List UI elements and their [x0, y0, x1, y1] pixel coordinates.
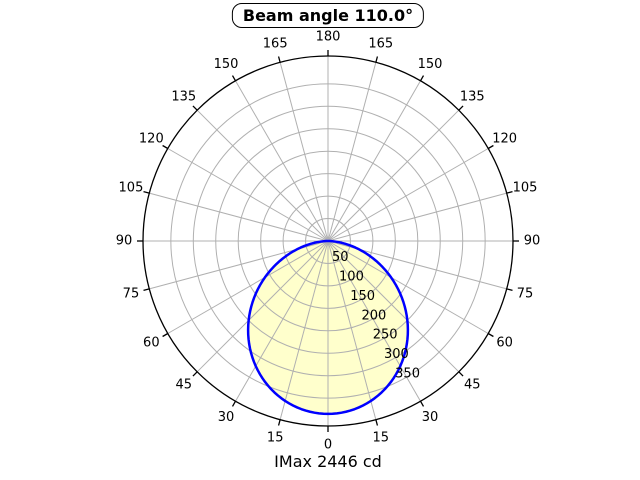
angle-tick — [192, 371, 198, 377]
angle-tick-label: 30 — [218, 410, 235, 425]
angle-tick — [231, 400, 237, 407]
angle-tick — [487, 332, 494, 338]
angle-tick-label: 180 — [316, 30, 341, 45]
r-tick-label: 350 — [395, 367, 420, 382]
grid-spoke — [279, 62, 329, 242]
grid-spoke — [196, 240, 329, 373]
grid-spoke — [149, 192, 329, 242]
grid-spoke — [167, 148, 329, 242]
angle-tick-label: 15 — [373, 431, 390, 446]
r-tick-label: 150 — [350, 289, 375, 304]
angle-tick — [143, 288, 150, 292]
angle-tick — [162, 144, 169, 150]
grid-spoke — [327, 192, 507, 242]
angle-tick-label: 165 — [263, 36, 288, 51]
angle-tick-label: 60 — [143, 336, 160, 351]
grid-spoke — [235, 240, 329, 402]
angle-tick — [419, 400, 425, 407]
angle-tick — [375, 419, 379, 426]
grid-spoke — [327, 240, 489, 334]
angle-tick-label: 45 — [464, 378, 481, 393]
angle-tick — [231, 75, 237, 82]
angle-tick — [458, 371, 464, 377]
angle-tick-label: 150 — [418, 57, 443, 72]
grid-spoke — [327, 80, 421, 242]
angle-tick-label: 90 — [524, 234, 541, 249]
grid-spoke — [327, 240, 377, 420]
angle-tick-label: 45 — [175, 378, 192, 393]
angle-tick — [192, 105, 198, 111]
angle-tick-label: 105 — [119, 181, 144, 196]
angle-tick-label: 165 — [368, 36, 393, 51]
angle-tick — [277, 419, 281, 426]
angle-tick — [487, 144, 494, 150]
angle-tick-label: 105 — [513, 181, 538, 196]
grid-spoke — [279, 240, 329, 420]
grid-spoke — [327, 240, 421, 402]
angle-tick-label: 0 — [324, 438, 332, 453]
grid-spoke — [327, 109, 460, 242]
angle-tick — [375, 56, 379, 63]
angle-tick-label: 150 — [214, 57, 239, 72]
beam-curve — [246, 239, 410, 416]
angle-tick — [506, 190, 513, 194]
grid-spoke — [327, 148, 489, 242]
angle-tick-label: 75 — [517, 286, 534, 301]
angle-tick-label: 120 — [492, 132, 517, 147]
r-tick-label: 100 — [339, 269, 364, 284]
angle-tick — [277, 56, 281, 63]
angle-tick-label: 120 — [139, 132, 164, 147]
r-tick-label: 300 — [384, 347, 409, 362]
angle-tick — [458, 105, 464, 111]
r-tick-label: 200 — [361, 308, 386, 323]
grid-spoke — [327, 240, 460, 373]
grid-spoke — [196, 109, 329, 242]
angle-tick-label: 90 — [116, 234, 133, 249]
grid-spoke — [167, 240, 329, 334]
grid-spoke — [327, 62, 377, 242]
grid-spoke — [235, 80, 329, 242]
chart-title: Beam angle 110.0° — [231, 3, 425, 28]
angle-tick — [162, 332, 169, 338]
angle-tick-label: 30 — [422, 410, 439, 425]
r-tick-label: 250 — [373, 328, 398, 343]
angle-tick-label: 135 — [460, 89, 485, 104]
r-tick-label: 50 — [332, 250, 349, 265]
angle-tick-label: 60 — [496, 336, 513, 351]
angle-tick — [506, 288, 513, 292]
angle-tick — [419, 75, 425, 82]
angle-tick-label: 135 — [171, 89, 196, 104]
angle-tick-label: 15 — [267, 431, 284, 446]
angle-tick-label: 75 — [123, 286, 140, 301]
angle-tick — [143, 190, 150, 194]
imax-label: IMax 2446 cd — [274, 452, 382, 471]
